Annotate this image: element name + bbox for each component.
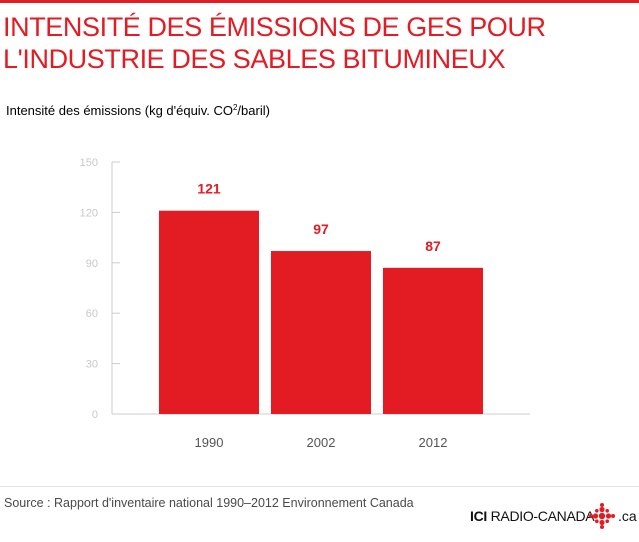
y-tick-label: 60	[86, 308, 98, 320]
bar	[159, 210, 259, 414]
bar-chart: 0 30 60 90 120 150 121 97 87 1990 2002 2012	[80, 157, 530, 450]
y-tick-label: 150	[80, 157, 98, 169]
y-tick-label: 120	[80, 207, 98, 219]
bar	[271, 251, 371, 414]
bar	[383, 267, 483, 414]
radio-canada-logo[interactable]: ICI RADIO-CANADA .ca	[470, 502, 638, 530]
footer-rule	[0, 486, 639, 487]
y-tick-label: 30	[86, 359, 98, 371]
logo-suffix: .ca	[618, 508, 637, 524]
data-label: 121	[197, 181, 221, 197]
y-tick-label: 90	[86, 258, 98, 270]
y-axis-label: Intensité des émissions (kg d'équiv. CO2…	[6, 103, 270, 118]
x-tick-label: 2012	[419, 435, 448, 450]
data-label: 87	[425, 238, 441, 254]
top-rule	[0, 0, 639, 3]
x-ticks: 1990 2002 2012	[195, 435, 448, 450]
bars	[159, 210, 483, 414]
chart-title: INTENSITÉ DES ÉMISSIONS DE GES POUR L'IN…	[3, 12, 546, 74]
data-label: 97	[313, 221, 329, 237]
y-ticks: 0 30 60 90 120 150	[80, 157, 120, 421]
source-note: Source : Rapport d'inventaire national 1…	[4, 496, 414, 510]
logo-wordmark: ICI RADIO-CANADA	[470, 508, 595, 524]
radio-canada-gem-icon	[589, 503, 615, 529]
data-labels: 121 97 87	[197, 181, 441, 254]
x-tick-label: 2002	[307, 435, 336, 450]
x-tick-label: 1990	[195, 435, 224, 450]
y-tick-label: 0	[92, 409, 98, 421]
